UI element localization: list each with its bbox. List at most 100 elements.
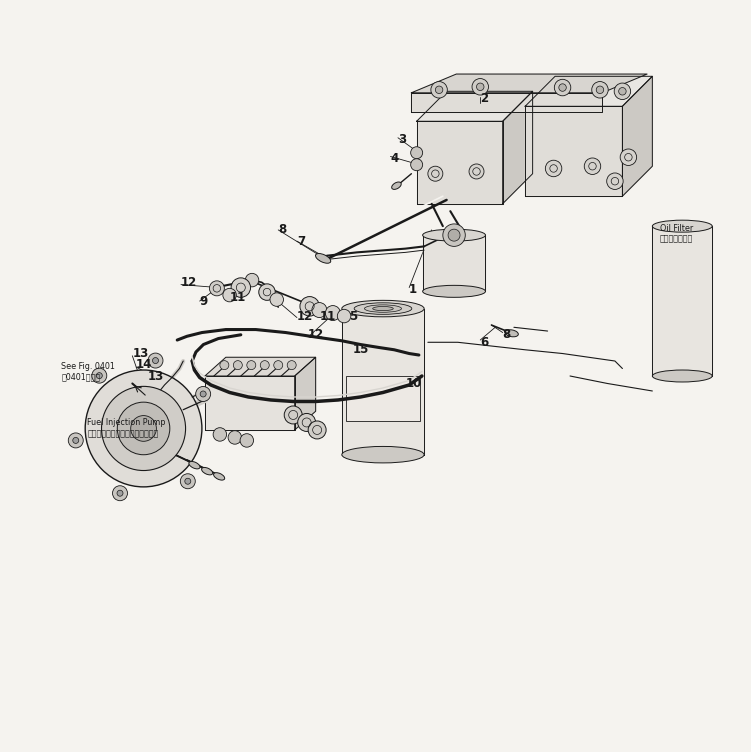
Circle shape <box>312 302 327 317</box>
Circle shape <box>592 81 608 98</box>
Circle shape <box>607 173 623 190</box>
Ellipse shape <box>372 307 394 311</box>
Circle shape <box>201 391 207 397</box>
Text: 12: 12 <box>308 329 324 341</box>
Circle shape <box>545 160 562 177</box>
Circle shape <box>274 361 282 370</box>
Ellipse shape <box>201 468 213 475</box>
Text: 1: 1 <box>409 284 418 296</box>
Circle shape <box>210 280 225 296</box>
Polygon shape <box>623 76 653 196</box>
Circle shape <box>259 284 275 300</box>
Circle shape <box>131 416 156 441</box>
Ellipse shape <box>423 285 485 297</box>
Polygon shape <box>342 308 424 455</box>
Circle shape <box>287 361 296 370</box>
Polygon shape <box>205 376 294 430</box>
Text: Fuel Injection Pump: Fuel Injection Pump <box>87 417 166 426</box>
Circle shape <box>101 387 185 471</box>
Text: 15: 15 <box>353 343 369 356</box>
Text: フュエルインジェクションポンプ: フュエルインジェクションポンプ <box>87 429 158 438</box>
Ellipse shape <box>653 370 712 382</box>
Circle shape <box>297 414 315 432</box>
Circle shape <box>270 293 283 306</box>
Circle shape <box>469 164 484 179</box>
Polygon shape <box>417 91 532 121</box>
Circle shape <box>240 434 254 447</box>
Circle shape <box>472 78 488 95</box>
Circle shape <box>234 361 243 370</box>
Text: 11: 11 <box>319 310 336 323</box>
Polygon shape <box>502 91 532 204</box>
Circle shape <box>428 166 443 181</box>
Circle shape <box>152 357 158 363</box>
Polygon shape <box>525 76 653 106</box>
Text: 第0401図参照: 第0401図参照 <box>62 373 100 382</box>
Circle shape <box>448 229 460 241</box>
Ellipse shape <box>364 305 402 312</box>
Ellipse shape <box>315 253 330 263</box>
Text: 14: 14 <box>136 358 152 371</box>
Circle shape <box>92 368 107 383</box>
Text: 7: 7 <box>297 235 305 247</box>
Polygon shape <box>417 121 502 204</box>
Circle shape <box>85 370 202 487</box>
Polygon shape <box>205 357 315 376</box>
Polygon shape <box>525 106 623 196</box>
Circle shape <box>213 428 227 441</box>
Circle shape <box>443 224 466 247</box>
Circle shape <box>559 83 566 91</box>
Ellipse shape <box>189 462 200 468</box>
Text: 6: 6 <box>480 336 488 349</box>
Circle shape <box>148 353 163 368</box>
Circle shape <box>117 490 123 496</box>
Text: 2: 2 <box>480 92 488 105</box>
Text: オイルフィルタ: オイルフィルタ <box>660 234 693 243</box>
Text: 8: 8 <box>278 223 286 236</box>
Circle shape <box>337 309 351 323</box>
Text: 13: 13 <box>147 369 164 383</box>
Circle shape <box>113 486 128 501</box>
Circle shape <box>220 361 229 370</box>
Circle shape <box>196 387 210 402</box>
Circle shape <box>308 421 326 439</box>
Text: See Fig. 0401: See Fig. 0401 <box>62 362 115 371</box>
Circle shape <box>246 274 259 287</box>
Polygon shape <box>294 357 315 430</box>
Circle shape <box>68 433 83 448</box>
Circle shape <box>554 79 571 96</box>
Text: 8: 8 <box>502 329 511 341</box>
Text: 12: 12 <box>297 310 313 323</box>
Circle shape <box>620 149 637 165</box>
Circle shape <box>431 81 448 98</box>
Circle shape <box>411 147 423 159</box>
Text: 11: 11 <box>230 291 246 304</box>
Circle shape <box>261 361 270 370</box>
Text: 9: 9 <box>200 295 208 308</box>
Text: 10: 10 <box>406 377 421 390</box>
Circle shape <box>180 474 195 489</box>
Circle shape <box>223 288 237 302</box>
Ellipse shape <box>653 220 712 232</box>
Text: Oil Filter: Oil Filter <box>660 224 693 233</box>
Circle shape <box>73 438 79 444</box>
Ellipse shape <box>392 182 401 190</box>
Circle shape <box>596 86 604 93</box>
Circle shape <box>185 478 191 484</box>
Ellipse shape <box>505 330 518 337</box>
Text: 13: 13 <box>132 347 149 360</box>
Polygon shape <box>412 92 602 111</box>
Polygon shape <box>423 235 485 291</box>
Circle shape <box>231 277 251 297</box>
Circle shape <box>411 159 423 171</box>
Bar <box>345 376 421 421</box>
Ellipse shape <box>423 229 485 241</box>
Circle shape <box>325 305 340 320</box>
Circle shape <box>228 431 242 444</box>
Polygon shape <box>412 74 647 92</box>
Circle shape <box>96 373 102 379</box>
Ellipse shape <box>342 300 424 317</box>
Circle shape <box>117 402 170 455</box>
Text: 12: 12 <box>181 276 198 289</box>
Circle shape <box>619 87 626 95</box>
